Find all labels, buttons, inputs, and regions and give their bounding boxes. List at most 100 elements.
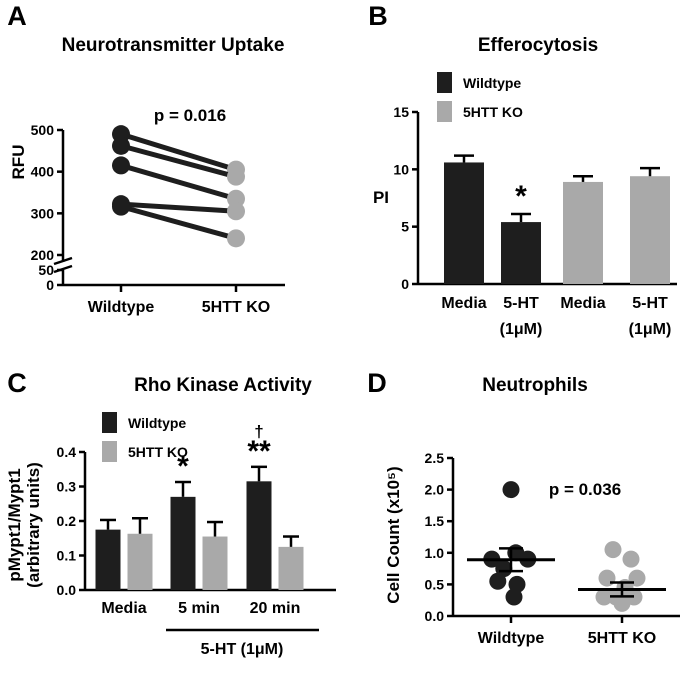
bar xyxy=(170,496,196,590)
x-category-label: 5HTT KO xyxy=(202,299,270,316)
data-point xyxy=(489,572,507,590)
x-category-label: 5 min xyxy=(178,600,220,617)
bar xyxy=(630,176,670,284)
bar xyxy=(501,222,541,284)
panel-a: A Neurotransmitter Uptake 200 300 400 500 050 W… xyxy=(7,1,285,316)
y-axis-label: RFU xyxy=(9,145,28,180)
pair-connector xyxy=(120,143,237,180)
data-point xyxy=(604,541,622,559)
bar xyxy=(127,533,153,590)
ko-point xyxy=(227,167,245,186)
data-point xyxy=(598,569,616,587)
y-axis-label: (arbitrary units) xyxy=(24,462,43,588)
x-category-label: 20 min xyxy=(250,600,301,617)
y-tick-label: 5 xyxy=(401,219,409,235)
x-category-label: 5-HT xyxy=(503,295,539,312)
x-category-label: 5-HT xyxy=(632,295,668,312)
x-category-label: (1μM) xyxy=(500,321,543,338)
legend-swatch xyxy=(437,101,452,122)
group-label: 5-HT (1μM) xyxy=(201,641,284,658)
y-tick-label: 15 xyxy=(393,104,409,120)
y-tick-label: 0.5 xyxy=(425,576,445,592)
panel-letter: D xyxy=(367,368,387,398)
legend-swatch xyxy=(437,72,452,93)
y-tick-label: 0.4 xyxy=(57,444,77,460)
panel-letter: A xyxy=(7,1,27,31)
x-category-label: Media xyxy=(101,600,146,617)
y-tick-label: 300 xyxy=(31,205,55,221)
panel-c: C Rho Kinase Activity 0.0 0.1 0.2 0.3 0.4 pMypt… xyxy=(5,368,336,658)
significance-mark: * xyxy=(177,450,189,483)
y-tick-label: 0 xyxy=(401,276,409,292)
y-tick-label: 1.5 xyxy=(425,513,445,529)
panel-letter: B xyxy=(368,1,388,31)
data-point xyxy=(613,594,631,612)
legend-label: 5HTT KO xyxy=(128,444,188,460)
paired-sample xyxy=(112,136,245,186)
axis-break xyxy=(53,256,73,266)
data-point xyxy=(495,560,513,578)
y-tick-label: 50 xyxy=(38,262,54,278)
y-tick-label: 1.0 xyxy=(425,545,445,561)
data-point xyxy=(622,550,640,568)
panel-b: B Efferocytosis 0 5 10 15 PI Wildtype 5HTT KO Med… xyxy=(368,1,677,338)
chart-title: Neurotransmitter Uptake xyxy=(62,35,285,56)
y-axis-label: Cell Count (x10⁵) xyxy=(384,466,403,603)
wildtype-point xyxy=(112,197,130,216)
wildtype-point xyxy=(112,136,130,155)
bar xyxy=(278,546,304,590)
x-category-label: (1μM) xyxy=(629,321,672,338)
ko-point xyxy=(227,229,245,248)
x-category-label: Wildtype xyxy=(88,299,155,316)
significance-mark: ** xyxy=(247,435,271,468)
legend-label: Wildtype xyxy=(463,75,521,91)
p-value-annotation: p = 0.036 xyxy=(549,480,621,499)
y-tick-label: 10 xyxy=(393,161,409,177)
y-tick-label: 500 xyxy=(31,122,55,138)
x-category-label: Wildtype xyxy=(478,630,545,647)
pair-connector xyxy=(120,131,237,172)
x-category-label: Media xyxy=(560,295,605,312)
y-axis-label: PI xyxy=(373,188,389,207)
y-tick-label: 0 xyxy=(46,277,54,293)
panel-letter: C xyxy=(7,368,27,398)
dagger-mark: † xyxy=(254,422,263,441)
chart-title: Rho Kinase Activity xyxy=(134,375,312,396)
paired-sample xyxy=(112,156,245,208)
data-point xyxy=(505,588,523,606)
y-tick-label: 2.0 xyxy=(425,482,445,498)
pair-connector xyxy=(120,163,237,202)
bar xyxy=(246,481,272,590)
y-tick-label: 200 xyxy=(31,247,55,263)
legend-swatch xyxy=(102,441,117,462)
chart-title: Neutrophils xyxy=(482,375,588,396)
significance-mark: * xyxy=(515,180,527,213)
legend-label: Wildtype xyxy=(128,415,186,431)
data-point xyxy=(595,588,613,606)
y-tick-label: 0.0 xyxy=(425,608,445,624)
legend-label: 5HTT KO xyxy=(463,104,523,120)
y-tick-label: 0.1 xyxy=(57,548,77,564)
y-tick-label: 2.5 xyxy=(425,450,445,466)
paired-sample xyxy=(112,197,245,248)
bar xyxy=(563,181,603,284)
pair-connector xyxy=(120,201,237,214)
bar xyxy=(444,162,484,284)
ko-point xyxy=(227,202,245,221)
p-value-annotation: p = 0.016 xyxy=(154,106,226,125)
wildtype-point xyxy=(112,156,130,175)
y-tick-label: 400 xyxy=(31,164,55,180)
bar xyxy=(95,529,121,590)
legend-swatch xyxy=(102,412,117,433)
y-tick-label: 0.2 xyxy=(57,513,77,529)
panel-d: D Neutrophils 0.0 0.5 1.0 1.5 2.0 2.5 Wildtype 5H… xyxy=(367,368,680,647)
y-axis-label: pMypt1/Mypt1 xyxy=(5,468,24,581)
x-category-label: Media xyxy=(441,295,486,312)
x-category-label: 5HTT KO xyxy=(588,630,656,647)
y-tick-label: 0.0 xyxy=(57,582,77,598)
bar xyxy=(202,536,228,590)
data-point xyxy=(502,481,520,499)
ko-point xyxy=(227,189,245,208)
chart-title: Efferocytosis xyxy=(478,35,598,56)
